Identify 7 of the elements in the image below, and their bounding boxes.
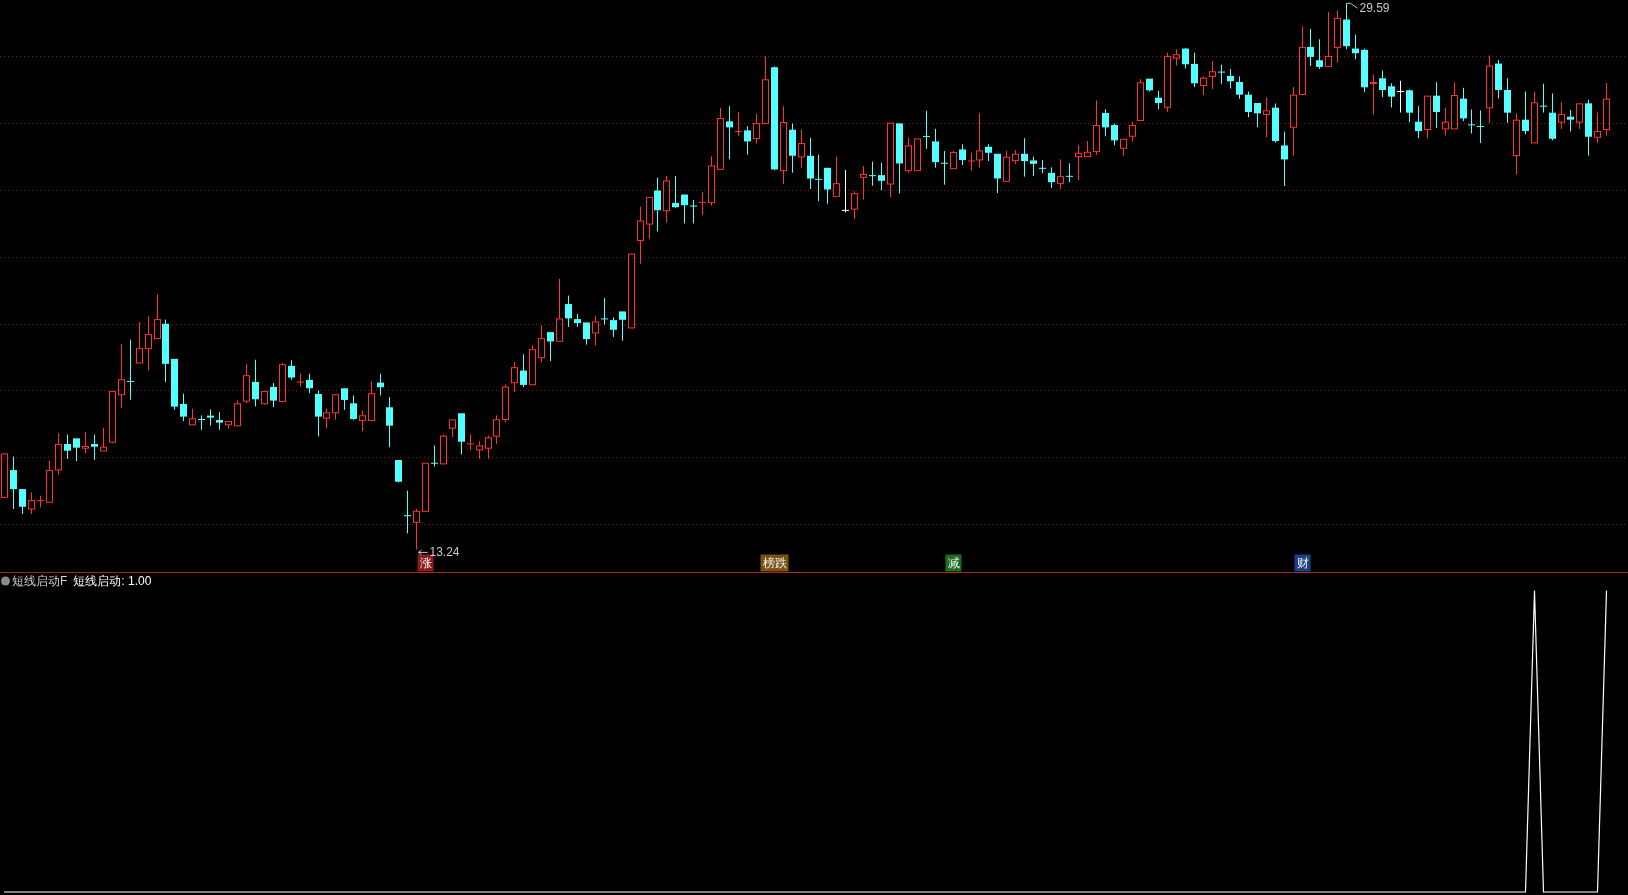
x-label-text: 财 bbox=[1296, 556, 1309, 570]
annotation: 短线启动: 1.00 bbox=[73, 574, 152, 588]
x-label-text: 减 bbox=[947, 556, 960, 570]
title: 短线启动F bbox=[12, 574, 68, 588]
x-label-text: 榜跌 bbox=[762, 556, 787, 570]
extreme-value: 29.59 bbox=[1359, 1, 1390, 16]
x-label-text: 涨 bbox=[419, 556, 432, 570]
